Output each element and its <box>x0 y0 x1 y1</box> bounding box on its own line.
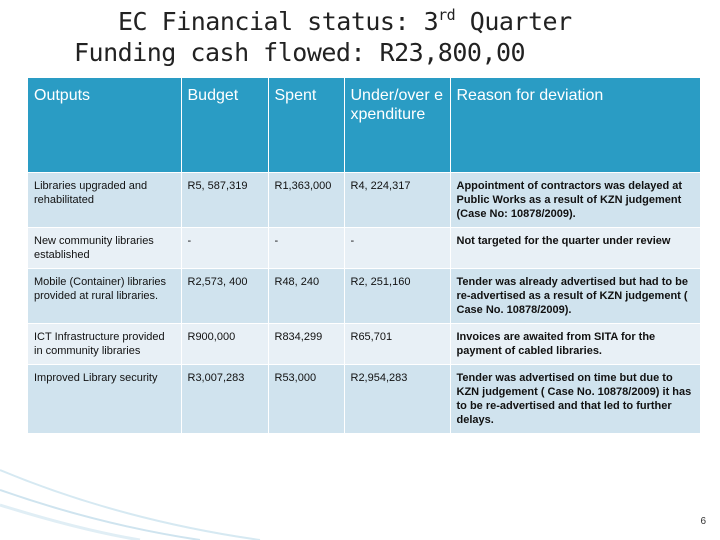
column-header: Budget <box>181 78 269 173</box>
table-cell: Tender was already advertised but had to… <box>450 268 701 324</box>
table-cell: Improved Library security <box>28 364 182 433</box>
table-cell: Invoices are awaited from SITA for the p… <box>450 323 701 365</box>
table-cell: - <box>344 227 451 269</box>
table-cell: Not targeted for the quarter under revie… <box>450 227 701 269</box>
table-body: Libraries upgraded and rehabilitated R5, … <box>28 172 701 433</box>
table-cell: R834,299 <box>268 323 345 365</box>
column-header: Reason for deviation <box>450 78 701 173</box>
table-cell: R48, 240 <box>268 268 345 324</box>
table-cell: R900,000 <box>181 323 269 365</box>
table-cell: R3,007,283 <box>181 364 269 433</box>
table: Outputs Budget Spent Under/over expenditure… <box>28 78 701 433</box>
title-line-1: EC Financial status: 3rd Quarter <box>118 6 572 36</box>
table-cell: R53,000 <box>268 364 345 433</box>
column-header: Under/over expenditure <box>344 78 451 173</box>
page-number: 6 <box>700 516 706 527</box>
header-row: Outputs Budget Spent Under/over expenditure… <box>28 78 701 173</box>
table-row: Improved Library security R3,007,283 R53,0… <box>28 364 701 433</box>
title-text: Quarter <box>469 7 572 36</box>
table-cell: R2, 251,160 <box>344 268 451 324</box>
table-cell: R2,573, 400 <box>181 268 269 324</box>
table-cell: Libraries upgraded and rehabilitated <box>28 172 182 228</box>
table-row: New community libraries established - - - No… <box>28 227 701 269</box>
table-cell: ICT Infrastructure provided in community… <box>28 323 182 365</box>
table-row: Mobile (Container) libraries provided at… <box>28 268 701 324</box>
title-text: EC Financial status: 3 <box>118 7 439 36</box>
title-superscript: rd <box>438 6 456 24</box>
table-row: ICT Infrastructure provided in community… <box>28 323 701 365</box>
table-cell: Mobile (Container) libraries provided at… <box>28 268 182 324</box>
column-header: Outputs <box>28 78 182 173</box>
table-cell: R65,701 <box>344 323 451 365</box>
table-cell: R4, 224,317 <box>344 172 451 228</box>
table-cell: Appointment of contractors was delayed a… <box>450 172 701 228</box>
table-cell: R1,363,000 <box>268 172 345 228</box>
table-cell: R2,954,283 <box>344 364 451 433</box>
title-line-2: Funding cash flowed: R23,800,00 <box>74 38 526 67</box>
table-cell: - <box>181 227 269 269</box>
table-cell: - <box>268 227 345 269</box>
table-cell: New community libraries established <box>28 227 182 269</box>
table-cell: Tender was advertised on time but due to… <box>450 364 701 433</box>
table-row: Libraries upgraded and rehabilitated R5, … <box>28 172 701 228</box>
table-cell: R5, 587,319 <box>181 172 269 228</box>
column-header: Spent <box>268 78 345 173</box>
